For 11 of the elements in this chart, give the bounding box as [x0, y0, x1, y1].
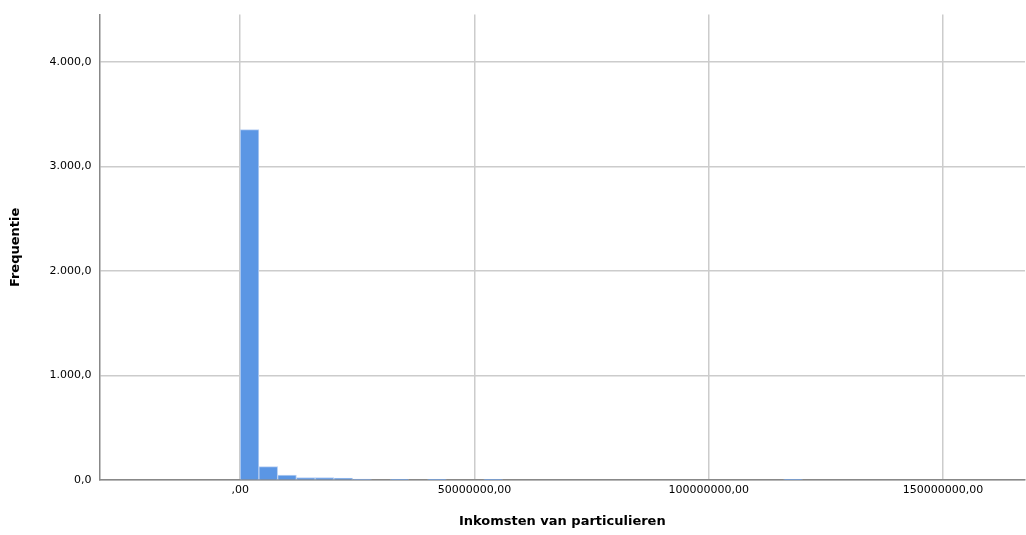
y-tick-label: 4.000,0 — [49, 54, 92, 68]
y-axis-title: Frequentie — [7, 207, 23, 288]
x-tick-label: 150000000,00 — [902, 482, 984, 496]
y-tick-label: 3.000,0 — [49, 159, 92, 173]
x-tick-label: ,00 — [231, 482, 249, 496]
y-tick-label: 1.000,0 — [49, 368, 92, 382]
y-tick-label: 0,0 — [74, 473, 92, 487]
x-tick-label: 100000000,00 — [668, 482, 749, 496]
x-tick-label: 50000000,00 — [437, 482, 512, 496]
y-tick-label: 2.000,0 — [49, 263, 92, 277]
x-axis-title: Inkomsten van particulieren — [458, 512, 666, 528]
